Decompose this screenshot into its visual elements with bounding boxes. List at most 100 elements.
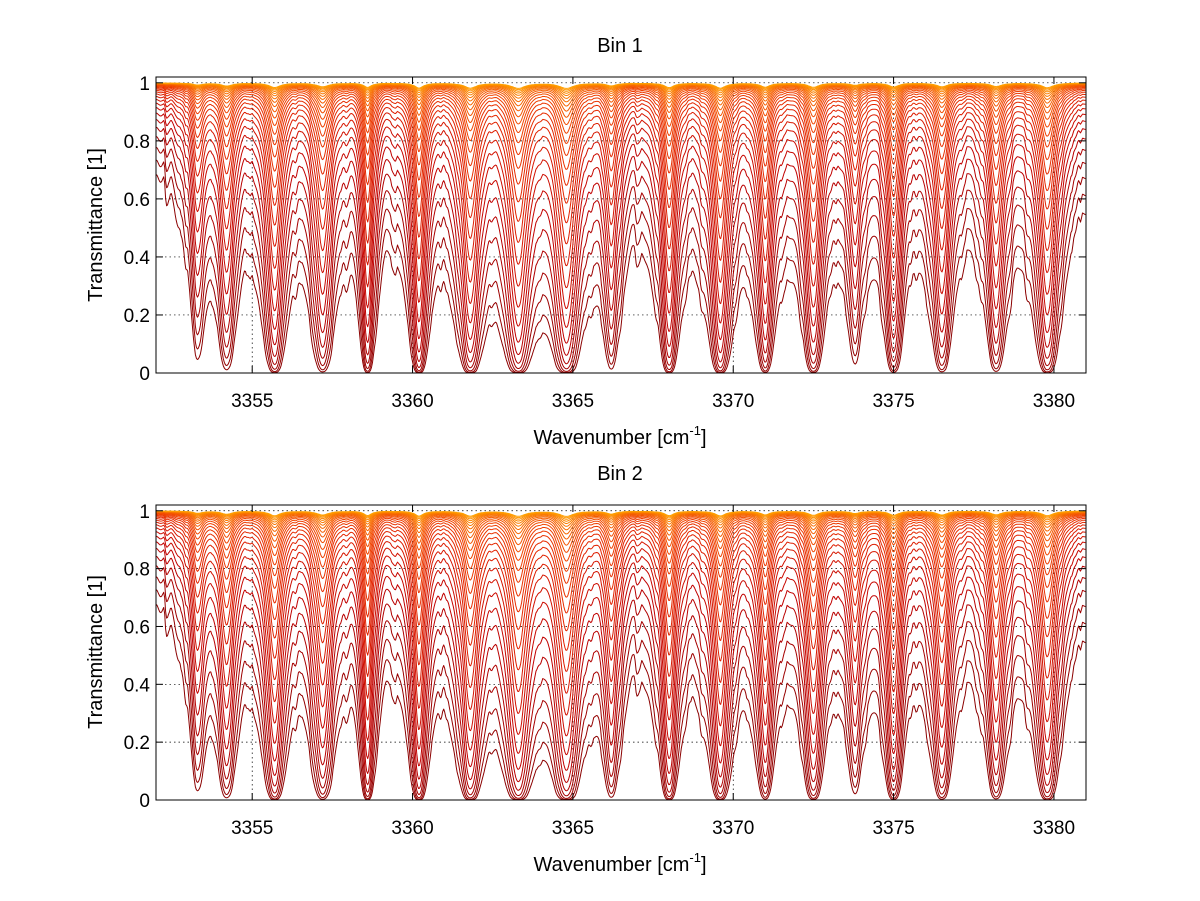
y-tick-label: 0: [139, 364, 150, 385]
x-tick-label: 3355: [231, 391, 273, 412]
y-tick-label: 0.4: [124, 248, 151, 269]
x-tick-label: 3360: [391, 818, 433, 839]
series-line: [156, 84, 1086, 118]
series-line: [155, 107, 1086, 328]
x-tick-label: 3380: [1033, 818, 1075, 839]
ticks-layer: 3355 3360 3365 3370 3375 3380 0 0.2 0.4 0.6 0.8 1: [124, 74, 1086, 412]
series-line: [155, 86, 1086, 156]
series-line: [155, 112, 1086, 344]
series-line: [156, 513, 1086, 562]
series-line: [155, 91, 1086, 224]
series-line: [155, 547, 1086, 783]
x-axis-label-end: ]: [701, 427, 707, 449]
y-tick-label: 1: [139, 502, 150, 523]
x-tick-label: 3365: [552, 391, 594, 412]
series-line: [156, 83, 1086, 103]
series-line: [155, 519, 1086, 651]
series-line: [155, 521, 1086, 672]
x-tick-label: 3380: [1033, 391, 1075, 412]
series-line: [156, 511, 1086, 527]
series-line: [155, 135, 1086, 370]
y-axis-label: Transmittance [1]: [85, 148, 107, 302]
axes-layer: [155, 76, 1087, 374]
x-axis-label: Wavenumber [cm-1]: [533, 850, 706, 876]
x-tick-label: 3355: [231, 818, 273, 839]
series-line: [155, 99, 1086, 289]
series-line: [156, 511, 1086, 540]
series-line: [155, 517, 1086, 632]
series-layer: [155, 510, 1086, 801]
x-axis-label: Wavenumber [cm-1]: [533, 423, 706, 449]
series-line: [155, 83, 1086, 112]
series-line: [155, 555, 1086, 792]
ticks-layer: 3355 3360 3365 3370 3375 3380 0 0.2 0.4 0.6 0.8 1: [124, 502, 1086, 839]
y-tick-label: 0.2: [124, 733, 150, 754]
series-line: [155, 174, 1086, 374]
series-line: [156, 83, 1086, 107]
series-line: [156, 84, 1086, 125]
series-line: [155, 102, 1086, 309]
y-tick-label: 0.4: [124, 675, 151, 696]
series-line: [155, 146, 1086, 372]
series-line: [155, 87, 1086, 170]
series-line: [156, 510, 1086, 524]
series-line: [156, 85, 1086, 134]
series-line: [155, 589, 1086, 800]
y-tick-label: 0.6: [124, 190, 150, 211]
y-tick-label: 0.8: [124, 560, 150, 581]
series-line: [155, 531, 1086, 737]
series-line: [155, 527, 1086, 716]
series-line: [155, 535, 1086, 756]
series-line: [156, 83, 1086, 99]
series-line: [156, 512, 1086, 546]
series-line: [155, 604, 1086, 801]
series-line: [156, 514, 1086, 584]
chart-title: Bin 1: [597, 35, 643, 57]
y-tick-label: 0.8: [124, 132, 150, 153]
series-line: [155, 576, 1086, 799]
x-axis-label-main: Wavenumber [cm: [533, 854, 689, 876]
series-line: [155, 513, 1086, 572]
series-line: [155, 515, 1086, 598]
x-tick-label: 3375: [872, 391, 914, 412]
x-axis-label-sup: -1: [689, 850, 701, 865]
series-line: [155, 95, 1086, 267]
subplot-bin-2: Bin 2 3355 3360 3365 3370 3375 3380 0 0.2 0.4 0.6…: [85, 463, 1087, 876]
series-line: [155, 565, 1086, 797]
axes-layer: [155, 504, 1087, 801]
plot-frame: [155, 76, 1087, 374]
x-axis-label-main: Wavenumber [cm: [533, 427, 689, 449]
x-axis-label-end: ]: [701, 854, 707, 876]
series-line: [155, 126, 1086, 365]
plot-frame: [155, 504, 1087, 801]
x-axis-label-sup: -1: [689, 423, 701, 438]
series-line: [156, 82, 1086, 96]
y-tick-label: 0.6: [124, 617, 150, 638]
y-tick-label: 0: [139, 791, 150, 812]
y-tick-label: 1: [139, 74, 150, 95]
series-line: [155, 89, 1086, 204]
subplot-bin-1: Bin 1 3355 3360 3365 3370 3375 3380 0 0.2 0.4 0.6…: [85, 35, 1087, 449]
series-line: [156, 512, 1086, 553]
series-line: [155, 541, 1086, 771]
x-tick-label: 3370: [712, 818, 754, 839]
series-line: [155, 119, 1086, 356]
x-tick-label: 3365: [552, 818, 594, 839]
series-line: [156, 82, 1086, 89]
series-line: [155, 88, 1086, 186]
series-line: [155, 516, 1086, 614]
x-tick-label: 3370: [712, 391, 754, 412]
series-line: [155, 524, 1086, 694]
x-tick-label: 3375: [872, 818, 914, 839]
series-line: [155, 159, 1086, 373]
x-tick-label: 3360: [391, 391, 433, 412]
y-tick-label: 0.2: [124, 306, 150, 327]
series-line: [156, 85, 1086, 144]
y-axis-label: Transmittance [1]: [85, 575, 107, 729]
series-line: [156, 510, 1086, 517]
chart-title: Bin 2: [597, 463, 643, 485]
series-line: [155, 93, 1086, 245]
series-layer: [155, 82, 1086, 374]
series-line: [156, 511, 1086, 531]
